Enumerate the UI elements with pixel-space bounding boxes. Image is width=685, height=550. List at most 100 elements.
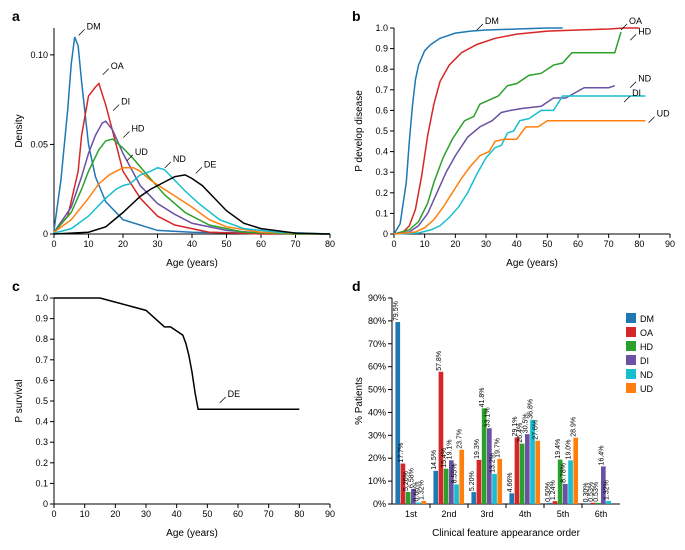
svg-text:19.1%: 19.1% <box>446 439 453 459</box>
svg-text:DE: DE <box>204 159 217 169</box>
svg-text:8.78%: 8.78% <box>560 463 567 483</box>
svg-text:14.5%: 14.5% <box>431 450 438 470</box>
svg-text:23.7%: 23.7% <box>457 429 464 449</box>
svg-text:60%: 60% <box>368 362 386 372</box>
svg-text:0.7: 0.7 <box>375 85 388 95</box>
svg-text:4.66%: 4.66% <box>507 472 514 492</box>
chart-b: 010203040506070809000.10.20.30.40.50.60.… <box>350 10 680 270</box>
svg-text:1st: 1st <box>405 509 418 519</box>
svg-text:80: 80 <box>294 509 304 519</box>
svg-text:0.10: 0.10 <box>30 50 48 60</box>
svg-text:ND: ND <box>640 370 653 380</box>
svg-text:6th: 6th <box>595 509 608 519</box>
svg-text:50%: 50% <box>368 385 386 395</box>
svg-text:UD: UD <box>657 109 670 119</box>
svg-text:50: 50 <box>202 509 212 519</box>
svg-text:80: 80 <box>634 239 644 249</box>
svg-text:0: 0 <box>51 239 56 249</box>
svg-text:DI: DI <box>121 97 130 107</box>
svg-text:DE: DE <box>228 389 241 399</box>
svg-text:0.1: 0.1 <box>35 478 48 488</box>
svg-text:3rd: 3rd <box>480 509 493 519</box>
svg-text:DM: DM <box>640 314 654 324</box>
svg-text:80%: 80% <box>368 316 386 326</box>
svg-text:HD: HD <box>640 342 653 352</box>
svg-text:40: 40 <box>187 239 197 249</box>
svg-text:Clinical feature appearance or: Clinical feature appearance order <box>432 528 581 539</box>
svg-text:17.7%: 17.7% <box>398 443 405 463</box>
svg-text:20%: 20% <box>368 453 386 463</box>
svg-text:50: 50 <box>221 239 231 249</box>
svg-text:0.2: 0.2 <box>375 188 388 198</box>
svg-text:0.4: 0.4 <box>35 417 48 427</box>
panel-label-d: d <box>352 278 361 294</box>
svg-text:0.3: 0.3 <box>35 437 48 447</box>
svg-text:40: 40 <box>172 509 182 519</box>
svg-text:0.9: 0.9 <box>35 314 48 324</box>
svg-text:19.3%: 19.3% <box>474 439 481 459</box>
svg-text:70%: 70% <box>368 339 386 349</box>
svg-text:40%: 40% <box>368 407 386 417</box>
svg-text:1.32%: 1.32% <box>419 480 426 500</box>
svg-text:36.8%: 36.8% <box>528 399 535 419</box>
svg-text:ND: ND <box>173 154 186 164</box>
panel-d: d 0%10%20%30%40%50%60%70%80%90%% Patient… <box>350 280 680 540</box>
svg-text:70: 70 <box>290 239 300 249</box>
svg-text:0: 0 <box>43 499 48 509</box>
chart-c: 010203040506070809000.10.20.30.40.50.60.… <box>10 280 340 540</box>
panel-label-a: a <box>12 8 20 24</box>
svg-text:41.8%: 41.8% <box>479 387 486 407</box>
svg-text:OA: OA <box>111 61 124 71</box>
svg-text:0.05: 0.05 <box>30 139 48 149</box>
svg-text:OA: OA <box>640 328 653 338</box>
svg-text:5th: 5th <box>557 509 570 519</box>
svg-text:0.3: 0.3 <box>375 167 388 177</box>
svg-text:79.5%: 79.5% <box>393 301 400 321</box>
svg-text:60: 60 <box>233 509 243 519</box>
svg-text:1.32%: 1.32% <box>604 480 611 500</box>
svg-text:Age (years): Age (years) <box>166 528 218 539</box>
figure: a 0102030405060708000.050.10Age (years)D… <box>10 10 675 540</box>
svg-text:10: 10 <box>83 239 93 249</box>
svg-text:0: 0 <box>43 229 48 239</box>
svg-text:Age (years): Age (years) <box>506 258 558 269</box>
svg-text:20: 20 <box>450 239 460 249</box>
svg-text:% Patients: % Patients <box>354 377 365 425</box>
svg-text:70: 70 <box>604 239 614 249</box>
svg-text:33.1%: 33.1% <box>484 407 491 427</box>
svg-text:20: 20 <box>110 509 120 519</box>
svg-text:4th: 4th <box>519 509 532 519</box>
panel-label-b: b <box>352 8 361 24</box>
svg-text:OA: OA <box>629 16 642 26</box>
svg-text:1.0: 1.0 <box>35 293 48 303</box>
svg-text:60: 60 <box>573 239 583 249</box>
svg-text:0.1: 0.1 <box>375 208 388 218</box>
panel-a: a 0102030405060708000.050.10Age (years)D… <box>10 10 340 270</box>
svg-text:0.6: 0.6 <box>375 105 388 115</box>
chart-a: 0102030405060708000.050.10Age (years)Den… <box>10 10 340 270</box>
chart-d: 0%10%20%30%40%50%60%70%80%90%% Patients7… <box>350 280 680 540</box>
panel-label-c: c <box>12 278 20 294</box>
svg-text:30%: 30% <box>368 430 386 440</box>
svg-text:30: 30 <box>481 239 491 249</box>
svg-text:5.20%: 5.20% <box>469 471 476 491</box>
svg-text:90%: 90% <box>368 293 386 303</box>
svg-text:0: 0 <box>383 229 388 239</box>
svg-text:27.6%: 27.6% <box>533 420 540 440</box>
svg-text:0.53%: 0.53% <box>593 482 600 502</box>
svg-text:90: 90 <box>665 239 675 249</box>
svg-text:10: 10 <box>80 509 90 519</box>
svg-text:0.8: 0.8 <box>35 334 48 344</box>
svg-text:P survival: P survival <box>14 379 25 422</box>
svg-text:0.9: 0.9 <box>375 44 388 54</box>
svg-text:0.2: 0.2 <box>35 458 48 468</box>
svg-text:40: 40 <box>512 239 522 249</box>
svg-text:0.5: 0.5 <box>35 396 48 406</box>
svg-text:30: 30 <box>152 239 162 249</box>
svg-text:2nd: 2nd <box>441 509 456 519</box>
svg-text:19.0%: 19.0% <box>566 440 573 460</box>
svg-text:0.8: 0.8 <box>375 64 388 74</box>
svg-text:50: 50 <box>542 239 552 249</box>
svg-text:60: 60 <box>256 239 266 249</box>
svg-text:DM: DM <box>87 21 101 31</box>
